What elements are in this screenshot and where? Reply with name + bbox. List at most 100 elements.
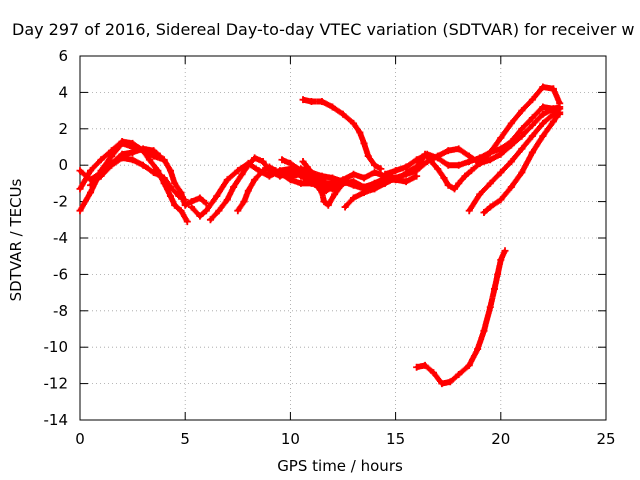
data-point bbox=[497, 256, 505, 264]
y-tick-label: 4 bbox=[58, 83, 68, 101]
data-point bbox=[118, 154, 126, 162]
data-point bbox=[392, 167, 400, 175]
data-point bbox=[251, 176, 259, 184]
y-tick-label: -14 bbox=[44, 411, 69, 429]
data-point bbox=[286, 172, 294, 180]
data-point bbox=[150, 168, 158, 176]
data-point bbox=[371, 168, 379, 176]
data-point bbox=[223, 196, 231, 204]
series-arc-4 bbox=[87, 154, 189, 204]
data-point bbox=[97, 172, 105, 180]
data-point bbox=[427, 158, 435, 166]
data-point bbox=[350, 170, 358, 178]
data-point bbox=[129, 156, 137, 164]
data-point bbox=[350, 194, 358, 202]
data-point bbox=[286, 159, 294, 167]
data-point bbox=[166, 183, 174, 191]
data-point bbox=[402, 168, 410, 176]
data-point bbox=[76, 167, 84, 175]
data-point bbox=[175, 192, 183, 200]
data-point bbox=[528, 132, 536, 140]
x-tick-label: 20 bbox=[491, 430, 510, 448]
data-point bbox=[518, 107, 526, 115]
data-point bbox=[444, 181, 452, 189]
data-point bbox=[528, 96, 536, 104]
data-series bbox=[76, 83, 564, 388]
data-point bbox=[360, 174, 368, 182]
data-point bbox=[486, 156, 494, 164]
y-tick-label: -6 bbox=[53, 265, 68, 283]
data-point bbox=[139, 161, 147, 169]
data-point bbox=[230, 183, 238, 191]
data-point bbox=[360, 189, 368, 196]
data-point bbox=[507, 183, 515, 191]
data-point bbox=[328, 103, 336, 111]
data-point bbox=[440, 174, 448, 182]
data-point bbox=[265, 168, 273, 176]
data-point bbox=[507, 119, 515, 127]
data-point bbox=[139, 145, 147, 153]
data-point bbox=[518, 145, 526, 153]
data-point bbox=[307, 98, 315, 105]
data-point bbox=[320, 198, 328, 206]
data-point bbox=[417, 158, 425, 166]
data-point bbox=[259, 167, 267, 175]
data-point bbox=[497, 134, 505, 142]
data-point bbox=[413, 163, 421, 171]
data-point bbox=[87, 181, 95, 189]
y-tick-label: -4 bbox=[53, 229, 68, 247]
data-point bbox=[381, 170, 389, 178]
data-point bbox=[497, 168, 505, 176]
data-point bbox=[145, 156, 153, 164]
data-point bbox=[467, 167, 475, 175]
data-point bbox=[549, 85, 557, 93]
data-point bbox=[438, 380, 446, 388]
y-axis-label: SDTVAR / TECUs bbox=[7, 178, 25, 301]
data-point bbox=[444, 147, 452, 155]
data-point bbox=[434, 165, 442, 173]
series-arc-15 bbox=[465, 105, 564, 215]
data-point bbox=[518, 132, 526, 140]
data-point bbox=[339, 110, 347, 118]
data-point bbox=[177, 207, 185, 215]
data-point bbox=[455, 145, 463, 153]
series-arc-10 bbox=[299, 158, 343, 195]
x-tick-label: 10 bbox=[281, 430, 300, 448]
data-point bbox=[322, 187, 330, 195]
data-point bbox=[87, 189, 95, 196]
data-point bbox=[312, 176, 320, 184]
data-point bbox=[339, 179, 347, 187]
data-point bbox=[297, 167, 305, 175]
data-point bbox=[160, 174, 168, 182]
data-point bbox=[539, 119, 547, 127]
data-point bbox=[461, 172, 469, 180]
data-point bbox=[234, 167, 242, 175]
data-point bbox=[87, 167, 95, 175]
data-point bbox=[307, 168, 315, 176]
series-arc-9 bbox=[278, 156, 347, 209]
data-point bbox=[215, 207, 223, 215]
y-tick-label: 0 bbox=[58, 156, 68, 174]
data-point bbox=[539, 103, 547, 111]
data-point bbox=[213, 192, 221, 200]
x-tick-label: 0 bbox=[75, 430, 85, 448]
data-point bbox=[129, 148, 137, 156]
data-point bbox=[480, 209, 488, 217]
data-point bbox=[316, 183, 324, 191]
data-point bbox=[480, 327, 488, 335]
data-point bbox=[234, 207, 242, 215]
data-point bbox=[528, 121, 536, 129]
data-point bbox=[318, 172, 326, 180]
x-axis: 0 5 10 15 20 25 bbox=[75, 56, 616, 448]
data-point bbox=[371, 161, 379, 169]
data-point bbox=[371, 185, 379, 193]
data-point bbox=[76, 185, 84, 193]
y-tick-label: -10 bbox=[44, 338, 69, 356]
data-point bbox=[331, 190, 339, 198]
data-point bbox=[335, 178, 343, 186]
x-tick-label: 5 bbox=[180, 430, 190, 448]
data-point bbox=[251, 154, 259, 162]
data-point bbox=[299, 158, 307, 166]
data-point bbox=[183, 218, 191, 226]
